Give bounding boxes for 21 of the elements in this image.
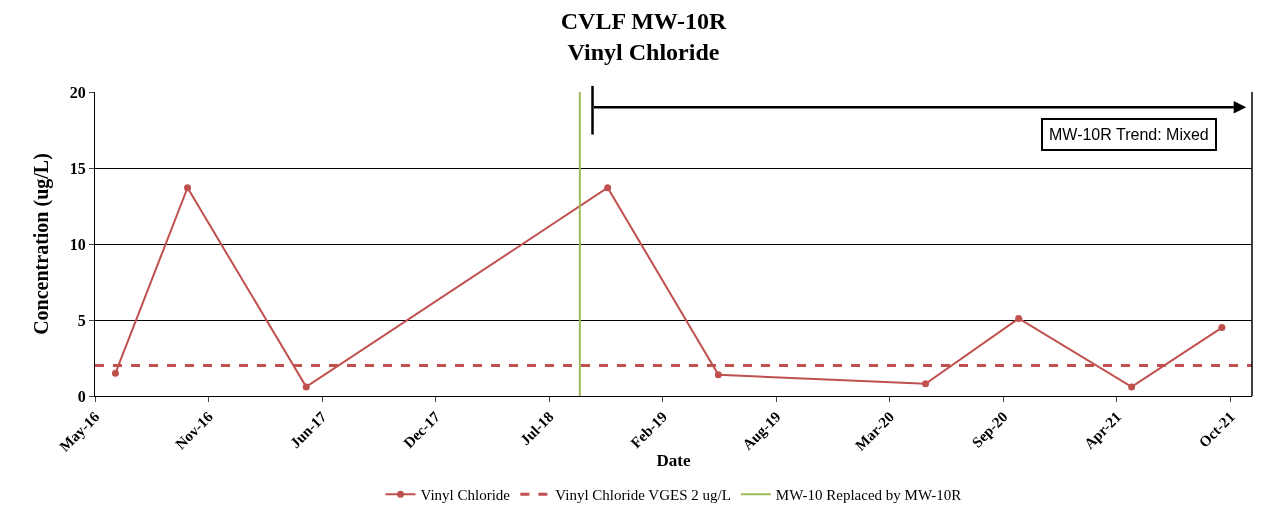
annotation: MW-10R Trend: Mixed (1049, 126, 1209, 143)
point (302, 383, 310, 391)
y-tick-label: 0 (77, 387, 86, 405)
point (184, 184, 192, 192)
legend-label: Vinyl Chloride VGES 2 ug/L (555, 487, 731, 504)
legend-label: MW-10 Replaced by MW-10R (775, 487, 962, 504)
point (1015, 314, 1023, 322)
x-axis-title: Date (656, 451, 691, 471)
point (1128, 383, 1136, 391)
point (1218, 324, 1226, 332)
point (922, 380, 930, 388)
point (604, 184, 612, 192)
y-tick-label: 5 (77, 311, 86, 329)
y-tick-label: 20 (69, 83, 86, 101)
y-tick-label: 10 (69, 235, 86, 253)
chart-title: CVLF MW-10R Vinyl Chloride (560, 7, 727, 65)
y-axis-title: Concentration (ug/L) (30, 153, 54, 335)
legend-label: Vinyl Chloride (420, 487, 511, 504)
y-tick-label: 15 (69, 159, 86, 177)
point (111, 369, 119, 377)
point (714, 371, 722, 379)
